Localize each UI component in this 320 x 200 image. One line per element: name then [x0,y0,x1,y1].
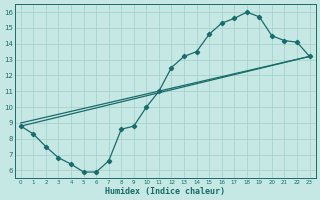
X-axis label: Humidex (Indice chaleur): Humidex (Indice chaleur) [105,187,225,196]
